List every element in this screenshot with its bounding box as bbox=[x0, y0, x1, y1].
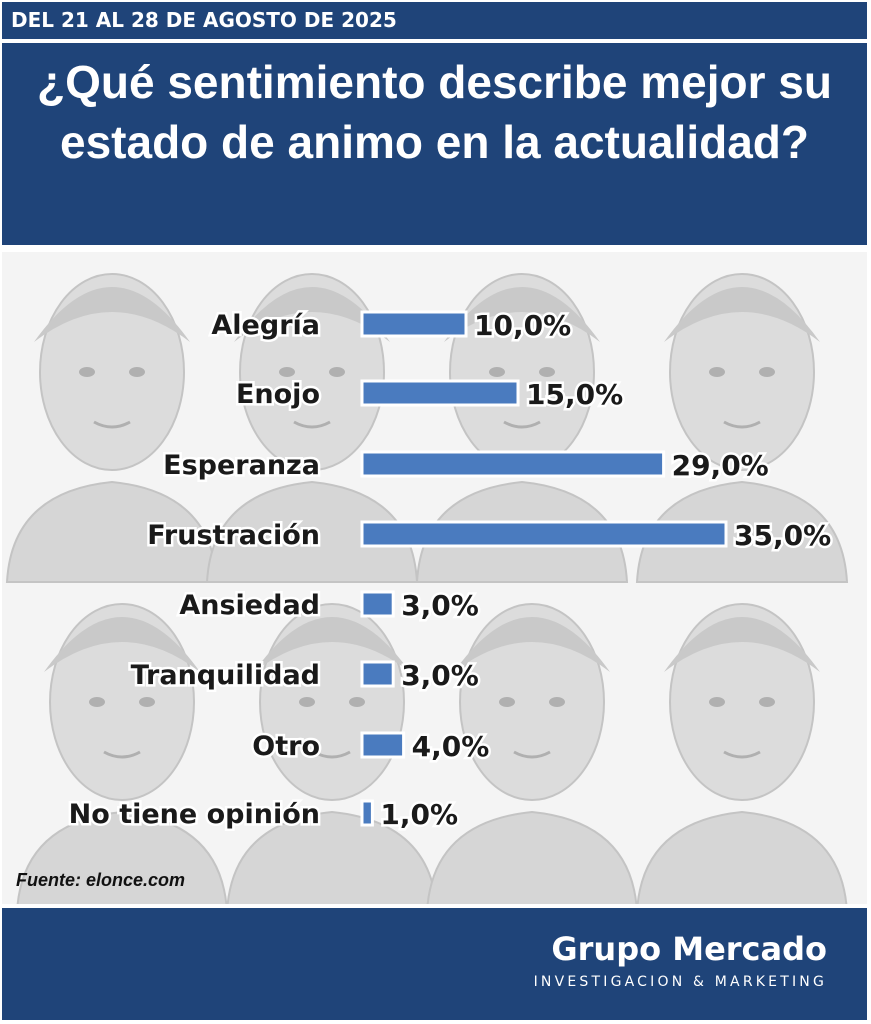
face-silhouette-icon bbox=[426, 603, 638, 904]
category-label: Enojo bbox=[236, 379, 320, 410]
brand-name: Grupo Mercado bbox=[551, 930, 827, 968]
face-silhouette-icon bbox=[636, 603, 848, 904]
bar bbox=[360, 379, 520, 407]
question-banner: ¿Qué sentimiento describe mejor su estad… bbox=[2, 43, 867, 245]
value-label: 1,0% bbox=[380, 798, 458, 831]
bar bbox=[360, 590, 395, 618]
face-silhouette-icon bbox=[16, 603, 228, 904]
category-label: Ansiedad bbox=[179, 590, 320, 621]
date-range-text: DEL 21 AL 28 DE AGOSTO DE 2025 bbox=[11, 8, 397, 32]
category-label: Alegría bbox=[211, 310, 320, 341]
value-label: 10,0% bbox=[474, 309, 571, 342]
bar bbox=[360, 310, 468, 338]
footer-banner: Grupo Mercado INVESTIGACION & MARKETING bbox=[2, 908, 867, 1020]
value-label: 29,0% bbox=[672, 449, 769, 482]
value-label: 3,0% bbox=[401, 659, 479, 692]
date-range-banner: DEL 21 AL 28 DE AGOSTO DE 2025 bbox=[2, 2, 867, 39]
brand-tagline: INVESTIGACION & MARKETING bbox=[533, 974, 827, 990]
question-title: ¿Qué sentimiento describe mejor su estad… bbox=[37, 56, 832, 168]
category-label: Frustración bbox=[147, 520, 320, 551]
value-label: 4,0% bbox=[412, 730, 490, 763]
face-silhouette-icon bbox=[205, 273, 419, 583]
value-label: 15,0% bbox=[526, 378, 623, 411]
chart-background: Alegría 10,0% Enojo 15,0% Esperanza 29,0% Frus… bbox=[2, 252, 867, 904]
category-label: Otro bbox=[252, 731, 320, 762]
category-label: No tiene opinión bbox=[69, 799, 320, 830]
bar bbox=[360, 731, 406, 759]
source-note: Fuente: elonce.com bbox=[16, 870, 185, 891]
value-label: 3,0% bbox=[401, 589, 479, 622]
faces-collage-icon bbox=[5, 273, 849, 904]
value-label: 35,0% bbox=[734, 519, 831, 552]
category-label: Tranquilidad bbox=[131, 660, 320, 691]
source-text: Fuente: elonce.com bbox=[16, 870, 186, 890]
face-silhouette-icon bbox=[5, 273, 219, 583]
bar bbox=[360, 799, 374, 827]
bar bbox=[360, 660, 395, 688]
category-label: Esperanza bbox=[163, 450, 320, 481]
bar bbox=[360, 520, 728, 548]
bar bbox=[360, 450, 666, 478]
bar-chart: Alegría 10,0% Enojo 15,0% Esperanza 29,0% Frus… bbox=[66, 307, 833, 834]
face-silhouette-icon bbox=[635, 273, 849, 583]
